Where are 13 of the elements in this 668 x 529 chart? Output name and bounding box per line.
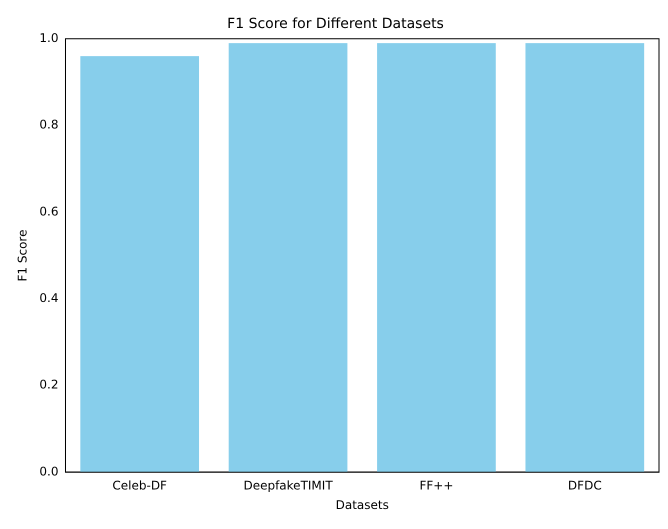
y-axis-title: F1 Score bbox=[15, 230, 30, 282]
x-tick-label: Celeb-DF bbox=[112, 478, 168, 493]
x-axis-title: Datasets bbox=[336, 498, 389, 512]
y-tick-label: 0.2 bbox=[39, 378, 58, 392]
chart-title: F1 Score for Different Datasets bbox=[227, 16, 444, 32]
x-tick-label: FF++ bbox=[419, 478, 454, 493]
y-tick-label: 0.0 bbox=[39, 464, 58, 478]
y-tick-label: 0.6 bbox=[39, 204, 58, 218]
x-tick-label: DeepfakeTIMIT bbox=[243, 478, 334, 493]
x-tick-label: DFDC bbox=[568, 478, 602, 493]
y-tick-label: 1.0 bbox=[39, 30, 58, 45]
y-tick-label: 0.4 bbox=[39, 290, 58, 305]
y-tick-label: 0.8 bbox=[39, 118, 58, 132]
